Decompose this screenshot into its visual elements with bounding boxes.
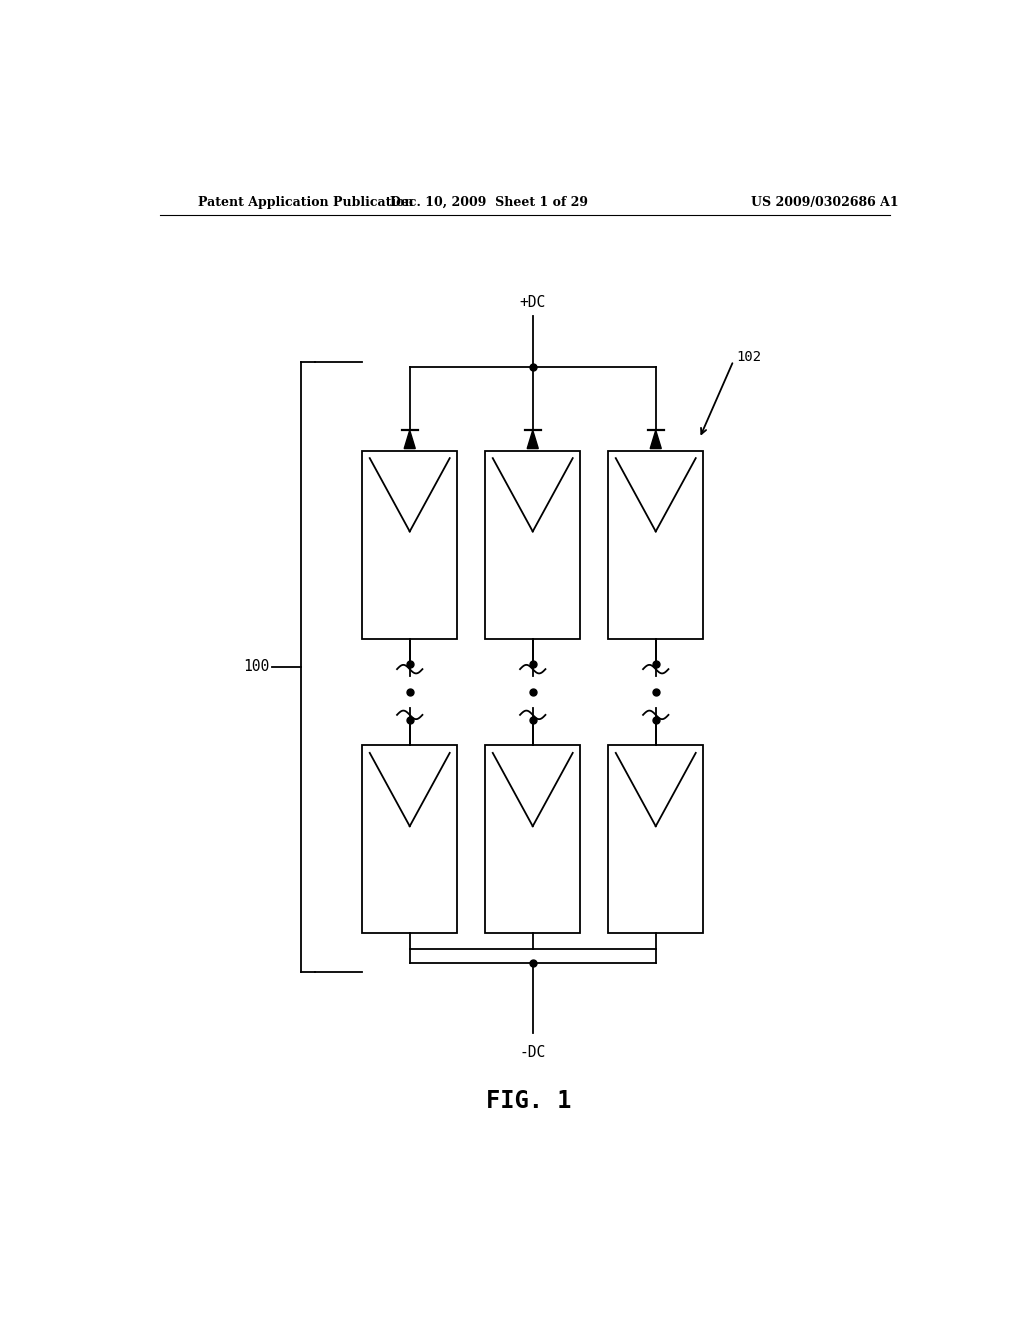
Text: +DC: +DC (519, 294, 546, 310)
Bar (362, 450, 458, 639)
Polygon shape (404, 430, 416, 449)
Text: -DC: -DC (519, 1044, 546, 1060)
Bar (485, 746, 581, 933)
Bar (608, 746, 703, 933)
Text: US 2009/0302686 A1: US 2009/0302686 A1 (751, 197, 899, 209)
Polygon shape (650, 430, 662, 449)
Text: 102: 102 (736, 350, 761, 363)
Bar (485, 450, 581, 639)
Text: Dec. 10, 2009  Sheet 1 of 29: Dec. 10, 2009 Sheet 1 of 29 (390, 197, 588, 209)
Text: Patent Application Publication: Patent Application Publication (198, 197, 414, 209)
Text: 100: 100 (243, 659, 269, 675)
Text: FIG. 1: FIG. 1 (486, 1089, 571, 1113)
Bar (608, 450, 703, 639)
Bar (362, 746, 458, 933)
Polygon shape (527, 430, 539, 449)
